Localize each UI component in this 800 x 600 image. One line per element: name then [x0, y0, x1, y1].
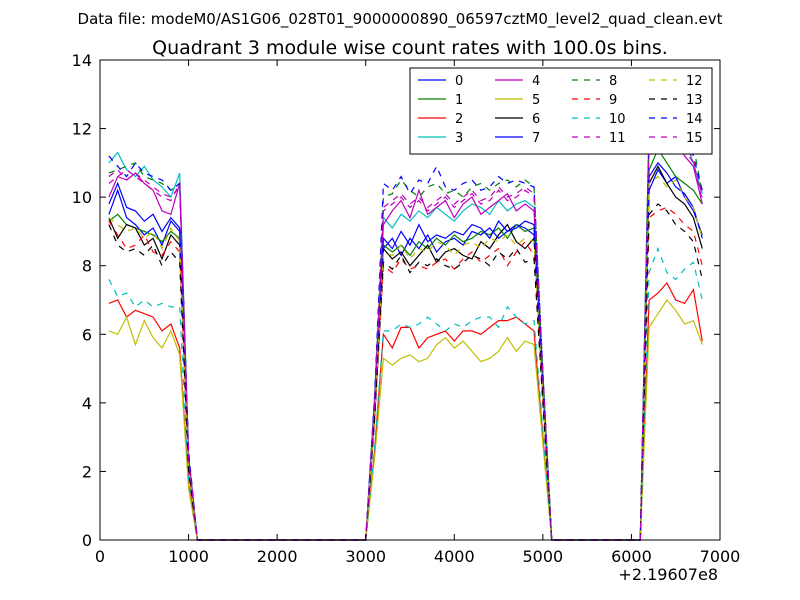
legend-label-2: 2: [455, 112, 463, 127]
x-tick-label: 0: [95, 547, 105, 566]
legend-label-11: 11: [609, 131, 626, 146]
y-tick-label: 8: [82, 257, 92, 276]
y-tick-label: 0: [82, 531, 92, 550]
y-tick-label: 12: [72, 120, 92, 139]
y-tick-label: 4: [82, 394, 92, 413]
chart-title: Quadrant 3 module wise count rates with …: [152, 37, 668, 59]
x-tick-label: 6000: [611, 547, 652, 566]
legend-label-5: 5: [532, 93, 540, 108]
x-tick-label: 2000: [257, 547, 298, 566]
x-tick-label: 5000: [522, 547, 563, 566]
x-tick-label: 1000: [168, 547, 209, 566]
legend-label-8: 8: [609, 74, 617, 89]
legend-label-4: 4: [532, 74, 540, 89]
y-tick-label: 6: [82, 325, 92, 344]
legend-label-12: 12: [686, 74, 703, 89]
legend-box: [409, 67, 713, 155]
legend-label-15: 15: [686, 131, 703, 146]
legend-label-10: 10: [609, 112, 626, 127]
y-tick-label: 10: [72, 188, 92, 207]
plot-frame: [99, 59, 721, 541]
x-tick-label: 7000: [700, 547, 741, 566]
y-tick-label: 14: [72, 51, 92, 70]
legend-label-1: 1: [455, 93, 463, 108]
x-tick-label: 4000: [434, 547, 475, 566]
legend-label-0: 0: [455, 74, 463, 89]
legend-label-6: 6: [532, 112, 540, 127]
legend-label-7: 7: [532, 131, 540, 146]
legend-label-14: 14: [686, 112, 703, 127]
x-tick-label: 3000: [345, 547, 386, 566]
suptitle: Data file: modeM0/AS1G06_028T01_90000008…: [78, 10, 723, 29]
x-offset-label: +2.19607e8: [618, 565, 718, 584]
legend-label-9: 9: [609, 93, 617, 108]
legend-label-3: 3: [455, 131, 463, 146]
legend-label-13: 13: [686, 93, 703, 108]
y-tick-label: 2: [82, 462, 92, 481]
